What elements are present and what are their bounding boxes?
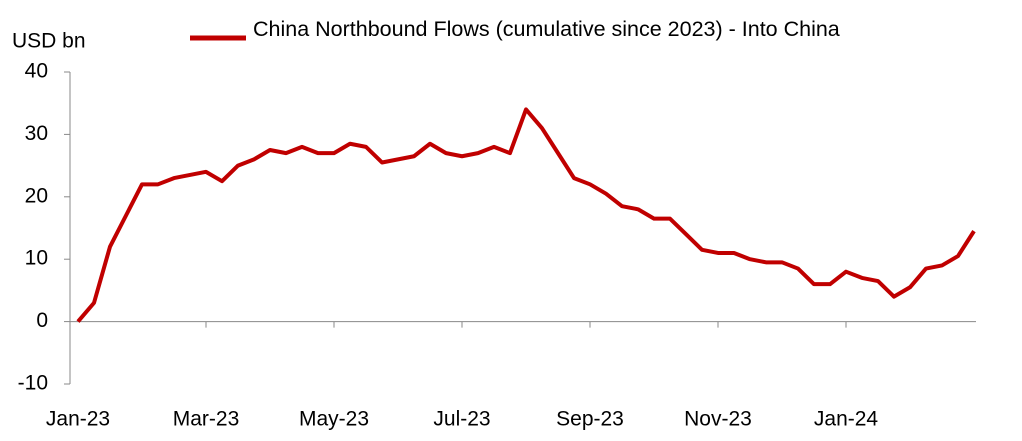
x-tick-label: Jan-23 xyxy=(46,408,110,431)
y-tick-label: 0 xyxy=(36,309,48,332)
y-tick-label: 30 xyxy=(25,122,48,145)
data-line xyxy=(76,107,976,323)
x-tick-label: Sep-23 xyxy=(556,408,624,431)
x-tick-label: Nov-23 xyxy=(684,408,752,431)
x-tick-label: Jul-23 xyxy=(433,408,490,431)
x-tick-label: Jan-24 xyxy=(814,408,879,431)
y-tick-label: 20 xyxy=(25,184,48,207)
legend-label: China Northbound Flows (cumulative since… xyxy=(253,17,840,41)
y-tick-label: -10 xyxy=(18,372,48,395)
x-tick-label: May-23 xyxy=(299,408,369,431)
y-tick-label: 40 xyxy=(25,60,48,83)
x-tick-label: Mar-23 xyxy=(173,408,240,431)
y-tick-label: 10 xyxy=(25,247,48,270)
y-axis-label: USD bn xyxy=(12,30,86,53)
